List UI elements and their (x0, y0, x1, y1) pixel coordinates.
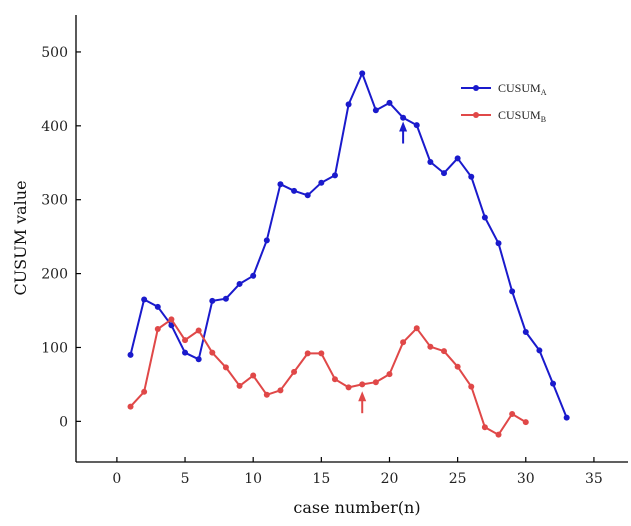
x-tick-label: 5 (181, 471, 190, 487)
x-tick-label: 15 (312, 471, 330, 487)
series-b-point (236, 382, 243, 389)
series-b-point (182, 337, 189, 344)
series-a-point (427, 159, 434, 166)
series-a-point (141, 296, 148, 303)
y-tick-label: 200 (41, 267, 68, 283)
x-tick-label: 25 (449, 471, 467, 487)
series-b-point (127, 403, 134, 410)
series-a-point (304, 192, 311, 199)
series-a-point (359, 70, 366, 77)
series-b-point (372, 379, 379, 386)
series-b-point (209, 349, 216, 356)
x-tick-label: 35 (585, 471, 603, 487)
series-a-point (509, 288, 516, 295)
series-b-arrow (358, 391, 367, 414)
series-a-point (345, 101, 352, 108)
series-a-point (263, 237, 270, 244)
series-b-point (168, 316, 175, 323)
y-axis-label: CUSUM value (11, 180, 30, 295)
series-b-point (195, 327, 202, 334)
series-b-line (129, 318, 527, 436)
series-b-point (400, 339, 407, 346)
series-b-point (331, 376, 338, 383)
series-a-point (222, 295, 229, 302)
series-a-point (522, 328, 529, 335)
series-a-point (250, 272, 257, 279)
series-b-point (522, 419, 529, 426)
y-tick-label: 500 (41, 45, 68, 61)
x-axis-label: case number(n) (293, 498, 420, 517)
y-tick-label: 400 (41, 119, 68, 135)
series-b-point (495, 431, 502, 438)
series-b-point (263, 391, 270, 398)
series-a-point (372, 107, 379, 114)
series-a-point (536, 347, 543, 354)
series-a-point (209, 297, 216, 304)
series-a-point (182, 349, 189, 356)
series-b-point (441, 348, 447, 355)
series-a-arrow (399, 121, 408, 144)
x-tick-label: 0 (112, 471, 121, 487)
legend-marker (473, 85, 479, 91)
legend-label: CUSUMB (498, 108, 546, 124)
series-a-point (481, 214, 488, 221)
series-layer (127, 70, 570, 438)
series-b-point (318, 350, 325, 357)
series-b-point (291, 368, 298, 375)
series-b-point (277, 387, 284, 394)
legend-label: CUSUMA (498, 81, 547, 97)
series-b-point (304, 350, 311, 357)
series-a (127, 70, 570, 421)
series-b-point (413, 325, 420, 332)
series-a-point (563, 414, 570, 421)
y-tick-label: 0 (59, 414, 68, 430)
series-b-point (454, 363, 461, 370)
series-a-point (168, 322, 175, 329)
series-a-point (154, 303, 161, 310)
series-b-point (250, 372, 257, 379)
series-b-point (427, 343, 434, 350)
series-b-point (359, 381, 366, 388)
x-tick-label: 20 (381, 471, 399, 487)
series-b-point (481, 424, 488, 431)
series-a-point (441, 170, 447, 177)
series-a-point (468, 173, 475, 180)
legend-item-b: CUSUMB (461, 108, 546, 124)
series-a-point (386, 99, 393, 106)
y-tick-label: 300 (41, 193, 68, 209)
ticks: 0 5 10 15 20 25 30 35 0 100 200 300 400 500 (41, 45, 603, 487)
series-b-point (509, 410, 516, 417)
x-tick-label: 10 (244, 471, 262, 487)
series-a-point (127, 351, 134, 358)
series-a-line (129, 72, 568, 419)
y-tick-label: 100 (41, 340, 68, 356)
series-a-point (277, 181, 284, 188)
x-tick-label: 30 (517, 471, 535, 487)
series-b-point (345, 384, 352, 391)
series-a-point (413, 122, 420, 129)
series-a-point (550, 380, 557, 387)
legend: CUSUMA CUSUMB (461, 81, 547, 124)
series-a-point (495, 240, 502, 247)
series-a-point (331, 172, 338, 179)
series-b (127, 316, 529, 438)
series-b-point (222, 364, 229, 371)
series-b-point (141, 388, 148, 395)
legend-marker (473, 112, 479, 118)
series-b-point (468, 383, 475, 390)
series-a-point (454, 155, 461, 162)
series-b-point (154, 326, 161, 333)
axes (75, 15, 628, 463)
legend-item-a: CUSUMA (461, 81, 547, 97)
series-a-point (291, 187, 298, 194)
series-b-point (386, 371, 393, 378)
series-a-point (195, 356, 202, 363)
series-a-point (236, 280, 243, 287)
series-a-point (318, 179, 325, 186)
series-a-point (400, 114, 407, 121)
